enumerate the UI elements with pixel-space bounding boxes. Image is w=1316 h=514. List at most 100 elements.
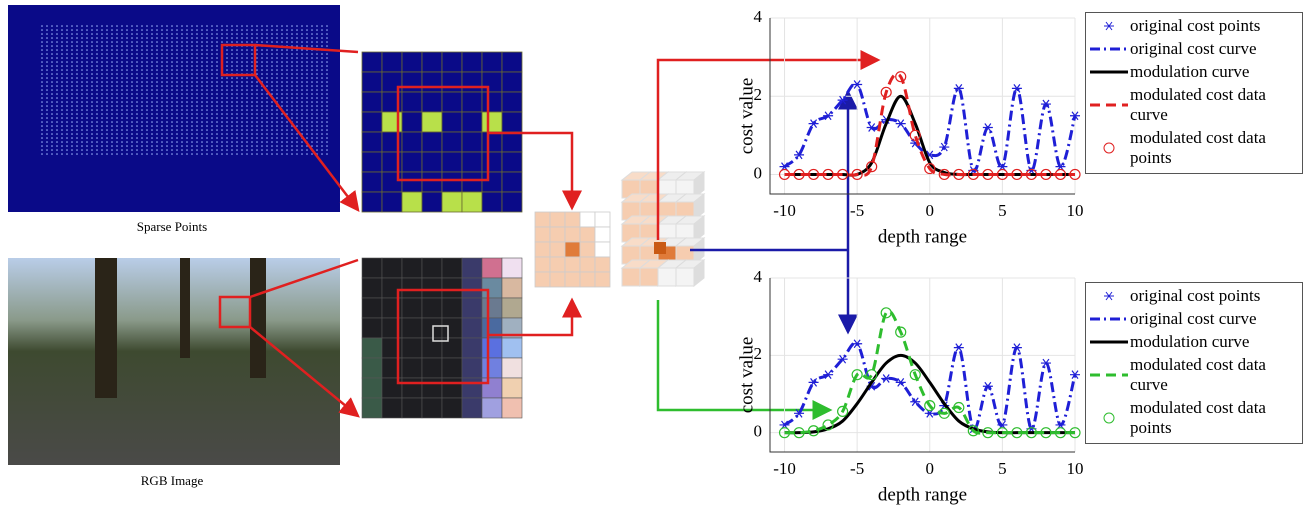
cell (442, 112, 462, 132)
cell (482, 378, 502, 398)
cell (462, 172, 482, 192)
cell (482, 192, 502, 212)
cell (462, 278, 482, 298)
legend-marker (1086, 95, 1130, 115)
caption: Sparse Points (137, 219, 207, 234)
tree (95, 258, 117, 398)
cell (362, 152, 382, 172)
legend-point (1104, 413, 1114, 423)
cell (502, 192, 522, 212)
cell (442, 358, 462, 378)
cell (402, 338, 422, 358)
cell (550, 212, 565, 227)
cell (402, 298, 422, 318)
legend: original cost points original cost curve m… (1085, 12, 1303, 174)
cell (462, 152, 482, 172)
cell (580, 227, 595, 242)
figure: Sparse Points RGB Image 024-10-50510dept… (0, 0, 1316, 514)
cell (580, 257, 595, 272)
y-tick-label: 4 (754, 7, 763, 26)
x-tick-label: 5 (998, 459, 1007, 478)
legend-entry: modulation curve (1086, 62, 1302, 82)
legend-entry: modulation curve (1086, 332, 1302, 352)
cell (462, 298, 482, 318)
cell (442, 72, 462, 92)
cell (382, 398, 402, 418)
y-axis-label: cost value (736, 78, 757, 155)
cell (580, 272, 595, 287)
cell (402, 132, 422, 152)
legend-label: modulation curve (1130, 332, 1290, 352)
cell (565, 227, 580, 242)
cell (502, 378, 522, 398)
cell (422, 52, 442, 72)
cell (482, 172, 502, 192)
cell (535, 227, 550, 242)
cell (402, 112, 422, 132)
cell (535, 257, 550, 272)
cell (482, 152, 502, 172)
legend-label: original cost curve (1130, 39, 1290, 59)
cell (422, 398, 442, 418)
cell (402, 258, 422, 278)
x-tick-label: -5 (850, 201, 864, 220)
cell (580, 242, 595, 257)
cell (362, 318, 382, 338)
x-axis-label: depth range (878, 484, 967, 505)
point (1012, 84, 1022, 92)
cell (422, 152, 442, 172)
cell (462, 192, 482, 212)
legend-entry: original cost points (1086, 16, 1302, 36)
tree (250, 258, 266, 378)
cell (362, 398, 382, 418)
x-tick-label: 0 (926, 459, 935, 478)
y-tick-label: 0 (754, 422, 763, 441)
cell (442, 152, 462, 172)
cell (382, 52, 402, 72)
cell (362, 192, 382, 212)
cell (442, 132, 462, 152)
cell (422, 358, 442, 378)
cell (362, 92, 382, 112)
cell (362, 358, 382, 378)
legend-entry: original cost curve (1086, 39, 1302, 59)
cell (362, 172, 382, 192)
cell (362, 112, 382, 132)
cell (502, 298, 522, 318)
x-tick-label: 10 (1067, 201, 1084, 220)
legend-marker (1086, 286, 1130, 306)
legend-entry: modulated cost data points (1086, 128, 1302, 168)
cell (402, 192, 422, 212)
cell (422, 318, 442, 338)
cube-center (654, 242, 666, 254)
cell (402, 52, 422, 72)
cell (402, 278, 422, 298)
legend-entry: original cost points (1086, 286, 1302, 306)
x-tick-label: 10 (1067, 459, 1084, 478)
cell (482, 398, 502, 418)
cell (595, 272, 610, 287)
caption: RGB Image (141, 473, 204, 488)
cell (535, 242, 550, 257)
cell (442, 318, 462, 338)
cell (502, 72, 522, 92)
cell (595, 257, 610, 272)
cube (622, 268, 640, 286)
cell (462, 72, 482, 92)
legend-label: original cost points (1130, 16, 1290, 36)
legend-marker (1086, 332, 1130, 352)
cell (422, 92, 442, 112)
legend-point (1104, 143, 1114, 153)
point (809, 378, 819, 386)
legend-entry: modulated cost data curve (1086, 85, 1302, 125)
cell (502, 112, 522, 132)
cell (442, 258, 462, 278)
cell (442, 192, 462, 212)
cell (382, 258, 402, 278)
y-axis-label: cost value (736, 337, 757, 414)
legend-entry: original cost curve (1086, 309, 1302, 329)
legend-marker (1086, 16, 1130, 36)
cell (550, 227, 565, 242)
cell (462, 378, 482, 398)
cell (402, 72, 422, 92)
